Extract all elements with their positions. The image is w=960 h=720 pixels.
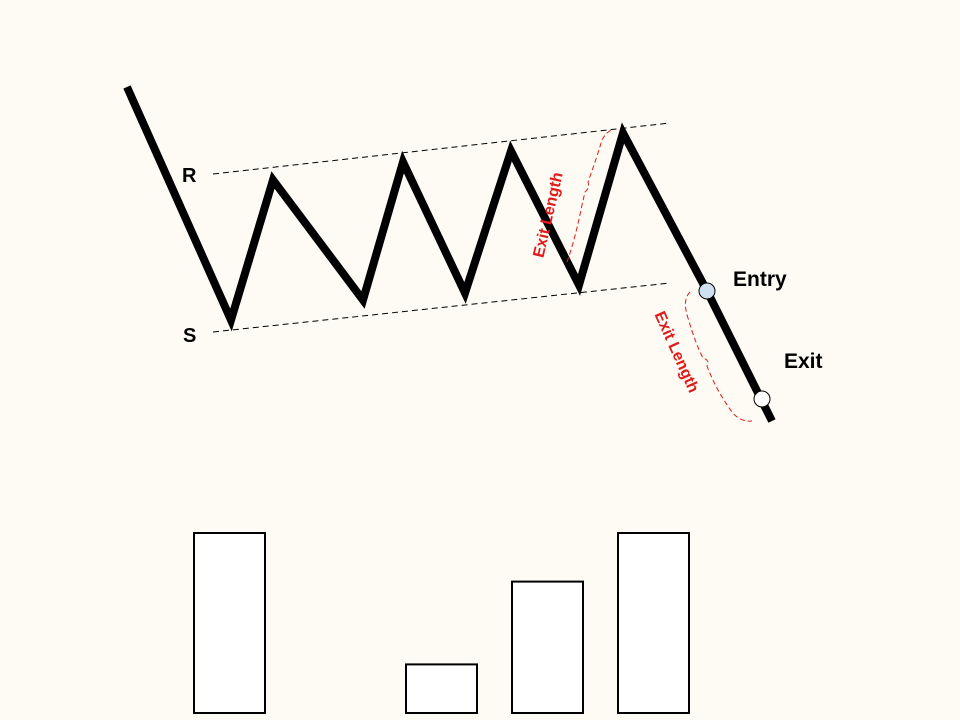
exit-length-label-2: Exit Length	[651, 309, 702, 395]
volume-bar	[405, 663, 478, 715]
support-label: S	[183, 325, 196, 347]
exit-marker	[753, 390, 771, 408]
resistance-label: R	[182, 165, 197, 187]
volume-bar	[193, 532, 266, 714]
exit-label: Exit	[784, 350, 823, 373]
exit-length-brace-2	[684, 291, 753, 422]
volume-bars	[193, 532, 690, 715]
entry-marker	[698, 282, 716, 300]
support-line	[212, 282, 671, 333]
price-path	[123, 85, 776, 423]
resistance-line	[212, 122, 671, 175]
entry-label: Entry	[733, 268, 787, 291]
volume-bar	[511, 580, 584, 714]
exit-length-brace-1	[566, 129, 613, 263]
volume-bar	[617, 532, 690, 714]
